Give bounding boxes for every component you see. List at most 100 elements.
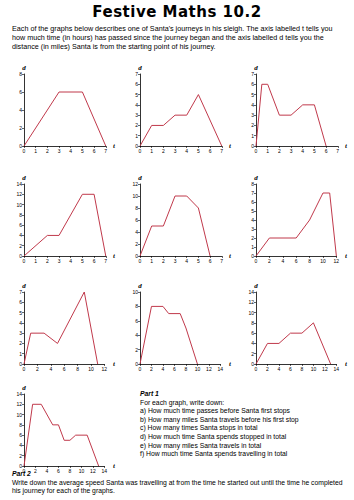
svg-text:3: 3 xyxy=(19,330,22,336)
svg-text:6: 6 xyxy=(295,258,298,264)
svg-text:4: 4 xyxy=(281,258,284,264)
svg-text:1: 1 xyxy=(150,258,153,264)
svg-text:10: 10 xyxy=(311,366,317,372)
svg-text:4: 4 xyxy=(278,366,281,372)
svg-text:1: 1 xyxy=(34,258,37,264)
svg-text:2: 2 xyxy=(268,258,271,264)
svg-text:3: 3 xyxy=(58,258,61,264)
svg-text:7: 7 xyxy=(104,258,107,264)
svg-text:t: t xyxy=(229,360,232,368)
svg-text:12: 12 xyxy=(16,191,22,197)
svg-text:14: 14 xyxy=(218,366,224,372)
svg-text:7: 7 xyxy=(251,190,254,196)
svg-text:10: 10 xyxy=(320,258,326,264)
svg-text:2: 2 xyxy=(46,148,49,154)
svg-text:12: 12 xyxy=(334,258,340,264)
svg-text:6: 6 xyxy=(173,366,176,372)
svg-text:8: 8 xyxy=(76,366,79,372)
svg-text:t: t xyxy=(345,252,348,260)
svg-text:6: 6 xyxy=(19,299,22,305)
svg-text:8: 8 xyxy=(185,366,188,372)
svg-text:4: 4 xyxy=(251,340,254,346)
svg-text:10: 10 xyxy=(16,202,22,208)
svg-text:1: 1 xyxy=(266,148,269,154)
svg-text:2: 2 xyxy=(266,366,269,372)
svg-text:7: 7 xyxy=(251,71,254,77)
svg-text:t: t xyxy=(229,252,232,260)
svg-text:8: 8 xyxy=(19,212,22,218)
svg-text:4: 4 xyxy=(19,442,22,448)
svg-text:8: 8 xyxy=(308,258,311,264)
svg-text:d: d xyxy=(254,174,258,182)
svg-text:10: 10 xyxy=(16,412,22,418)
svg-text:4: 4 xyxy=(69,258,72,264)
svg-text:4: 4 xyxy=(19,320,22,326)
svg-text:1: 1 xyxy=(251,244,254,250)
svg-text:1: 1 xyxy=(34,148,37,154)
svg-text:8: 8 xyxy=(19,422,22,428)
svg-text:6: 6 xyxy=(93,148,96,154)
svg-text:5: 5 xyxy=(251,208,254,214)
svg-text:1: 1 xyxy=(135,133,138,139)
svg-text:5: 5 xyxy=(197,148,200,154)
svg-text:3: 3 xyxy=(174,258,177,264)
svg-text:4: 4 xyxy=(185,148,188,154)
svg-text:7: 7 xyxy=(220,258,223,264)
svg-text:6: 6 xyxy=(93,258,96,264)
svg-text:2: 2 xyxy=(46,258,49,264)
svg-text:14: 14 xyxy=(16,181,22,187)
svg-text:8: 8 xyxy=(19,71,22,77)
svg-text:4: 4 xyxy=(135,229,138,235)
svg-text:2: 2 xyxy=(19,340,22,346)
svg-text:14: 14 xyxy=(16,391,22,397)
svg-text:2: 2 xyxy=(162,258,165,264)
svg-text:t: t xyxy=(345,142,348,150)
svg-text:7: 7 xyxy=(336,148,339,154)
svg-text:10: 10 xyxy=(88,366,94,372)
svg-text:4: 4 xyxy=(162,366,165,372)
svg-text:8: 8 xyxy=(135,205,138,211)
svg-text:d: d xyxy=(254,282,258,290)
svg-text:10: 10 xyxy=(79,468,85,474)
svg-text:d: d xyxy=(138,282,142,290)
svg-text:10: 10 xyxy=(195,366,201,372)
svg-text:8: 8 xyxy=(251,181,254,187)
svg-text:0: 0 xyxy=(255,366,258,372)
svg-text:6: 6 xyxy=(325,148,328,154)
svg-text:5: 5 xyxy=(313,148,316,154)
svg-text:0: 0 xyxy=(255,148,258,154)
svg-text:8: 8 xyxy=(135,303,138,309)
svg-text:t: t xyxy=(229,142,232,150)
svg-text:12: 12 xyxy=(132,181,138,187)
svg-text:5: 5 xyxy=(197,258,200,264)
svg-text:4: 4 xyxy=(301,148,304,154)
svg-text:0: 0 xyxy=(139,148,142,154)
svg-text:1: 1 xyxy=(251,133,254,139)
svg-text:4: 4 xyxy=(19,232,22,238)
svg-text:10: 10 xyxy=(248,310,254,316)
svg-text:8: 8 xyxy=(251,320,254,326)
svg-text:3: 3 xyxy=(135,112,138,118)
svg-text:6: 6 xyxy=(63,366,66,372)
svg-text:4: 4 xyxy=(251,102,254,108)
svg-text:2: 2 xyxy=(251,122,254,128)
svg-text:4: 4 xyxy=(46,468,49,474)
svg-text:2: 2 xyxy=(251,351,254,357)
svg-text:14: 14 xyxy=(102,468,108,474)
svg-text:12: 12 xyxy=(102,366,108,372)
svg-text:6: 6 xyxy=(19,432,22,438)
svg-text:12: 12 xyxy=(206,366,212,372)
svg-text:0: 0 xyxy=(23,258,26,264)
svg-text:5: 5 xyxy=(81,258,84,264)
svg-text:8: 8 xyxy=(69,468,72,474)
svg-text:12: 12 xyxy=(248,299,254,305)
svg-text:2: 2 xyxy=(278,148,281,154)
svg-text:2: 2 xyxy=(19,125,22,131)
svg-text:1: 1 xyxy=(150,148,153,154)
svg-text:1: 1 xyxy=(19,351,22,357)
svg-text:d: d xyxy=(22,174,26,182)
svg-text:2: 2 xyxy=(162,148,165,154)
svg-text:10: 10 xyxy=(132,289,138,295)
svg-text:2: 2 xyxy=(34,468,37,474)
svg-text:6: 6 xyxy=(209,258,212,264)
